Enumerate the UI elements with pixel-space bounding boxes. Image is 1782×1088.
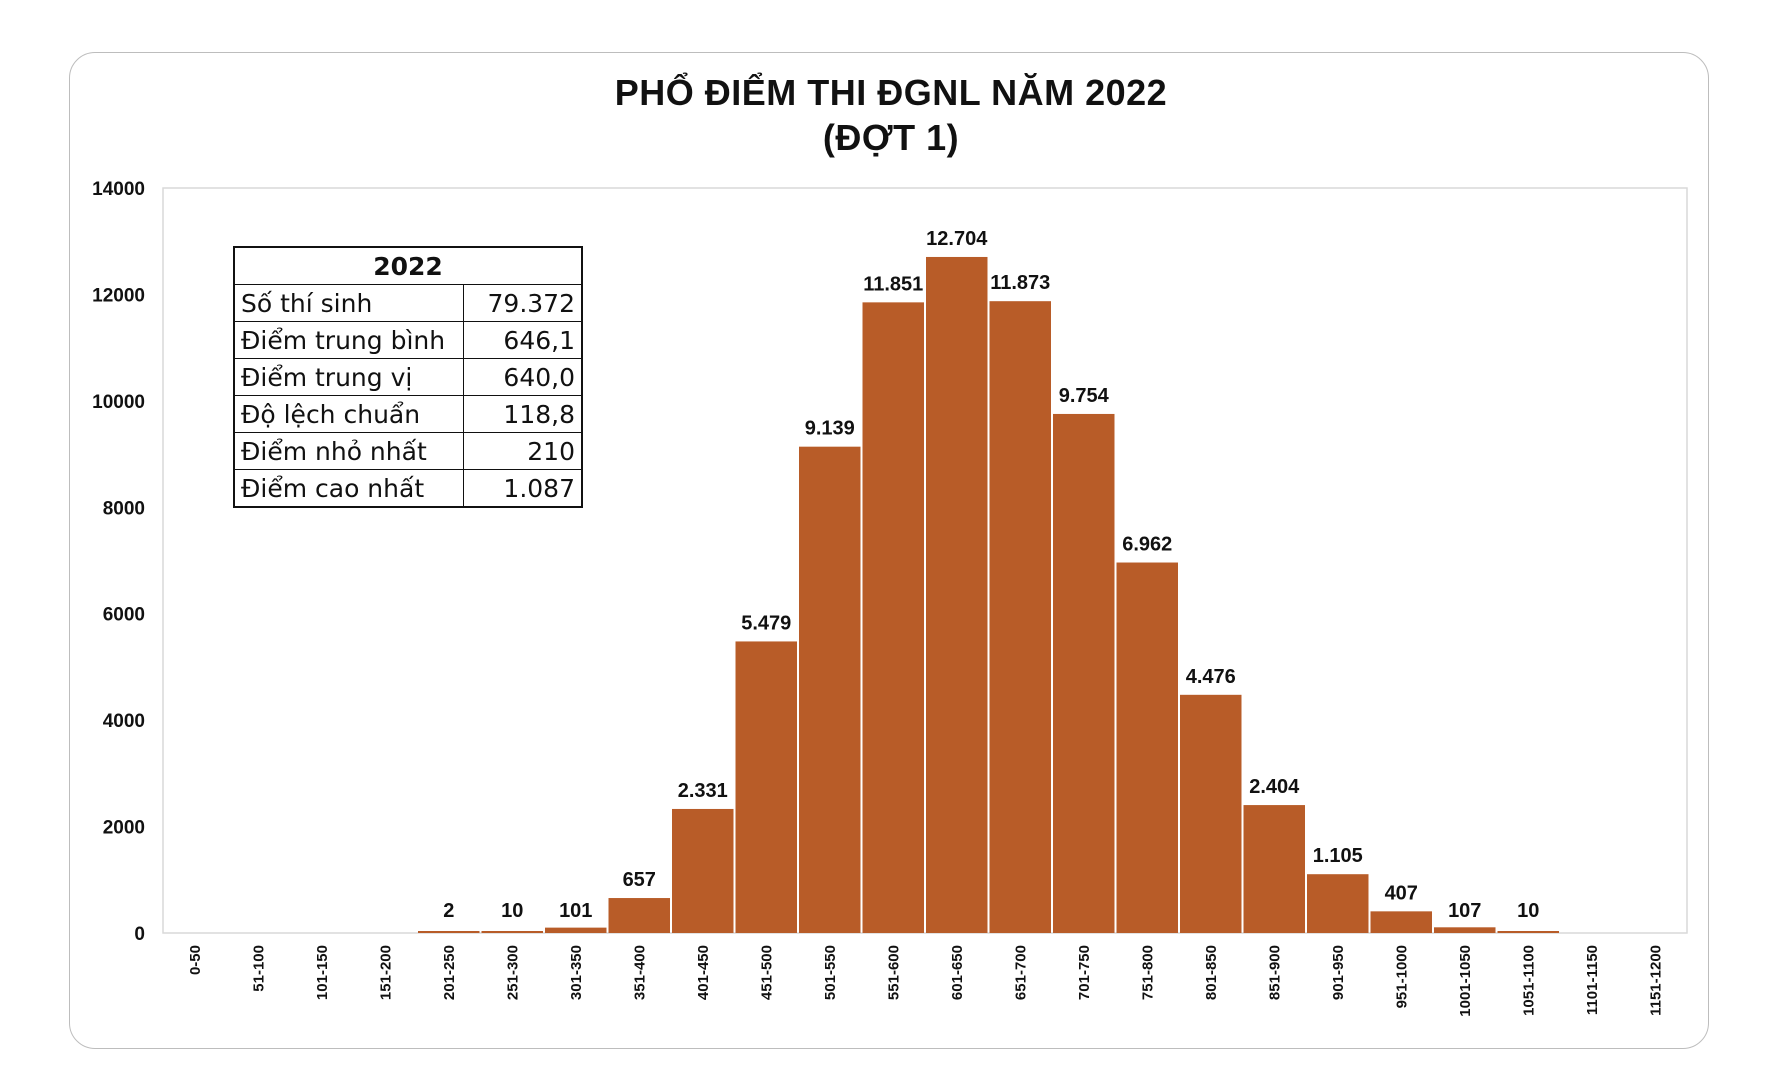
bar: [1307, 874, 1369, 933]
stats-label: Điểm cao nhất: [233, 469, 464, 508]
chart-title: PHỔ ĐIỂM THI ĐGNL NĂM 2022: [614, 72, 1168, 113]
stats-header-row: 2022: [233, 246, 583, 285]
bar: [1243, 805, 1305, 933]
data-label: 6.962: [1122, 534, 1172, 556]
stats-label: Điểm nhỏ nhất: [233, 432, 464, 470]
bar: [672, 808, 734, 933]
bar: [1370, 911, 1432, 933]
stats-label: Độ lệch chuẩn: [233, 395, 464, 433]
data-label: 11.873: [990, 272, 1050, 294]
x-tick-label: 601-650: [949, 945, 966, 1000]
data-label: 107: [1448, 900, 1481, 922]
x-tick-label: 301-350: [568, 945, 585, 1000]
x-tick-label: 451-500: [758, 945, 775, 1000]
stats-value: 640,0: [463, 358, 583, 396]
x-tick-label: 1001-1050: [1457, 945, 1474, 1017]
data-label: 9.139: [805, 418, 855, 440]
x-tick-label: 401-450: [695, 945, 712, 1000]
plot-area: [162, 187, 1688, 934]
x-axis: 0-50 51-100 101-150 151-200 201-250 251-300 30…: [187, 945, 1665, 1017]
data-label: 101: [559, 900, 592, 922]
bar: [1497, 931, 1559, 933]
stats-row: Điểm trung bình 646,1: [233, 321, 583, 359]
x-tick-label: 151-200: [377, 945, 394, 1000]
x-tick-label: 51-100: [250, 945, 267, 992]
x-tick-label: 751-800: [1139, 945, 1156, 1000]
stats-value: 79.372: [463, 284, 583, 322]
data-label: 10: [1517, 900, 1539, 922]
x-tick-label: 551-600: [885, 945, 902, 1000]
x-tick-label: 901-950: [1330, 945, 1347, 1000]
data-label: 5.479: [741, 612, 791, 634]
bars: [418, 256, 1559, 934]
y-tick-label: 6000: [103, 605, 145, 626]
y-tick-label: 2000: [103, 818, 145, 839]
bar: [1053, 413, 1115, 933]
stats-value: 210: [463, 432, 583, 470]
x-tick-label: 951-1000: [1393, 945, 1410, 1008]
data-label: 11.851: [863, 273, 923, 295]
x-tick-label: 701-750: [1076, 945, 1093, 1000]
stats-row: Độ lệch chuẩn 118,8: [233, 395, 583, 433]
stats-row: Số thí sinh 79.372: [233, 284, 583, 322]
bar: [735, 641, 797, 933]
chart-subtitle: (ĐỢT 1): [822, 117, 960, 158]
x-tick-label: 251-300: [504, 945, 521, 1000]
x-tick-label: 1101-1150: [1584, 945, 1601, 1015]
x-tick-label: 201-250: [441, 945, 458, 1000]
y-tick-label: 0: [134, 924, 145, 945]
bar: [545, 927, 607, 933]
stats-table: 2022 Số thí sinh 79.372 Điểm trung bình …: [233, 246, 583, 508]
bar: [799, 446, 861, 933]
data-label: 407: [1385, 882, 1418, 904]
bar: [926, 256, 988, 934]
bar: [1116, 562, 1178, 933]
y-tick-label: 8000: [103, 498, 145, 519]
x-tick-label: 1151-1200: [1647, 945, 1664, 1016]
bar: [1180, 694, 1242, 933]
data-label: 9.754: [1059, 385, 1110, 407]
y-tick-label: 12000: [92, 285, 145, 306]
data-label: 12.704: [926, 228, 988, 250]
x-tick-label: 101-150: [314, 945, 331, 1000]
stats-value: 1.087: [463, 469, 583, 508]
x-tick-label: 0-50: [187, 945, 204, 975]
data-label: 10: [501, 900, 523, 922]
bar: [1434, 927, 1496, 933]
x-tick-label: 651-700: [1012, 945, 1029, 1000]
data-label: 1.105: [1313, 845, 1363, 867]
data-label: 2.404: [1249, 776, 1300, 798]
stats-header: 2022: [233, 246, 583, 285]
bar: [608, 898, 670, 933]
stats-value: 646,1: [463, 321, 583, 359]
stats-label: Số thí sinh: [233, 284, 464, 322]
bar: [481, 931, 543, 933]
data-label: 2.331: [678, 780, 728, 802]
x-tick-label: 351-400: [631, 945, 648, 1000]
stats-row: Điểm cao nhất 1.087: [233, 469, 583, 508]
stats-label: Điểm trung vị: [233, 358, 464, 396]
y-tick-label: 10000: [92, 392, 145, 413]
stats-row: Điểm trung vị 640,0: [233, 358, 583, 396]
data-labels: 2 10 1016572.3315.4799.13911.85112.70411.8…: [443, 228, 1539, 922]
data-label: 4.476: [1186, 666, 1236, 688]
y-tick-label: 14000: [92, 179, 145, 200]
x-tick-label: 1051-1100: [1520, 945, 1537, 1016]
x-tick-label: 801-850: [1203, 945, 1220, 1000]
bar: [862, 302, 924, 933]
data-label: 657: [623, 869, 656, 891]
stats-label: Điểm trung bình: [233, 321, 464, 359]
data-label: 2: [443, 900, 454, 922]
x-tick-label: 501-550: [822, 945, 839, 1000]
stats-value: 118,8: [463, 395, 583, 433]
bar: [989, 301, 1051, 934]
y-axis: 0 2000 4000 6000 8000 10000 12000 14000: [92, 179, 145, 945]
bar: [418, 931, 480, 933]
x-tick-label: 851-900: [1266, 945, 1283, 1000]
y-tick-label: 4000: [103, 711, 145, 732]
stats-row: Điểm nhỏ nhất 210: [233, 432, 583, 470]
